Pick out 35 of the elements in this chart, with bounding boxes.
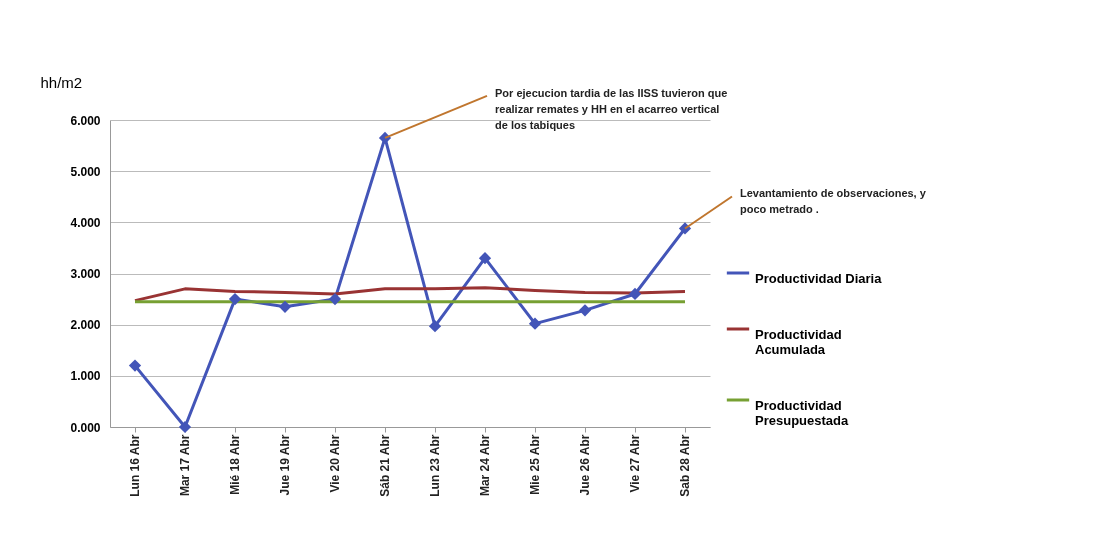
point — [128, 359, 142, 372]
x-tick-label: Lun 23 Abr — [428, 434, 442, 497]
legend-label: Productividad Diaria — [755, 271, 883, 286]
y-tick-label: 0.000 — [70, 420, 101, 435]
annotation: Por ejecucion tardia de las IISS tuvieron que realizar remates y HH en el acarreo vertical de los tabiques — [495, 86, 728, 131]
x-tick-label: Sab 28 Abr — [678, 434, 692, 497]
point — [278, 300, 292, 313]
x-tick-label: Mar 17 Abr — [178, 434, 192, 497]
y-tick-label: 3.000 — [70, 267, 101, 281]
point — [578, 304, 592, 317]
x-tick-label: Mar 24 Abr — [478, 434, 492, 497]
annotation: Levantamiento de observaciones, y poco metrado . — [740, 187, 927, 216]
point — [428, 320, 442, 333]
legend-label: Productividad Acumulada — [755, 327, 842, 357]
y-tick-label: 2.000 — [70, 318, 101, 333]
x-tick-label: Mie 25 Abr — [528, 434, 542, 495]
point — [528, 317, 542, 330]
x-tick-label: Lun 16 Abr — [128, 434, 142, 497]
y-axis-title: hh/m2 — [40, 73, 83, 91]
x-tick-label: Mié 18 Abr — [228, 434, 242, 495]
point — [628, 287, 642, 301]
y-tick-label: 6.000 — [70, 113, 101, 128]
point — [228, 292, 242, 306]
y-tick-label: 5.000 — [70, 164, 101, 179]
point — [328, 292, 342, 306]
point — [478, 252, 492, 265]
legend-label: Productividad Presupuestada — [755, 398, 849, 428]
x-tick-label: Vie 20 Abr — [328, 434, 342, 493]
x-tick-label: Jue 19 Abr — [278, 434, 292, 496]
point — [178, 420, 192, 434]
y-tick-label: 1.000 — [70, 369, 101, 384]
x-tick-label: Sáb 21 Abr — [378, 434, 392, 497]
x-tick-label: Vie 27 Abr — [628, 434, 642, 493]
y-tick-label: 4.000 — [70, 215, 101, 230]
x-tick-label: Jue 26 Abr — [578, 434, 592, 496]
